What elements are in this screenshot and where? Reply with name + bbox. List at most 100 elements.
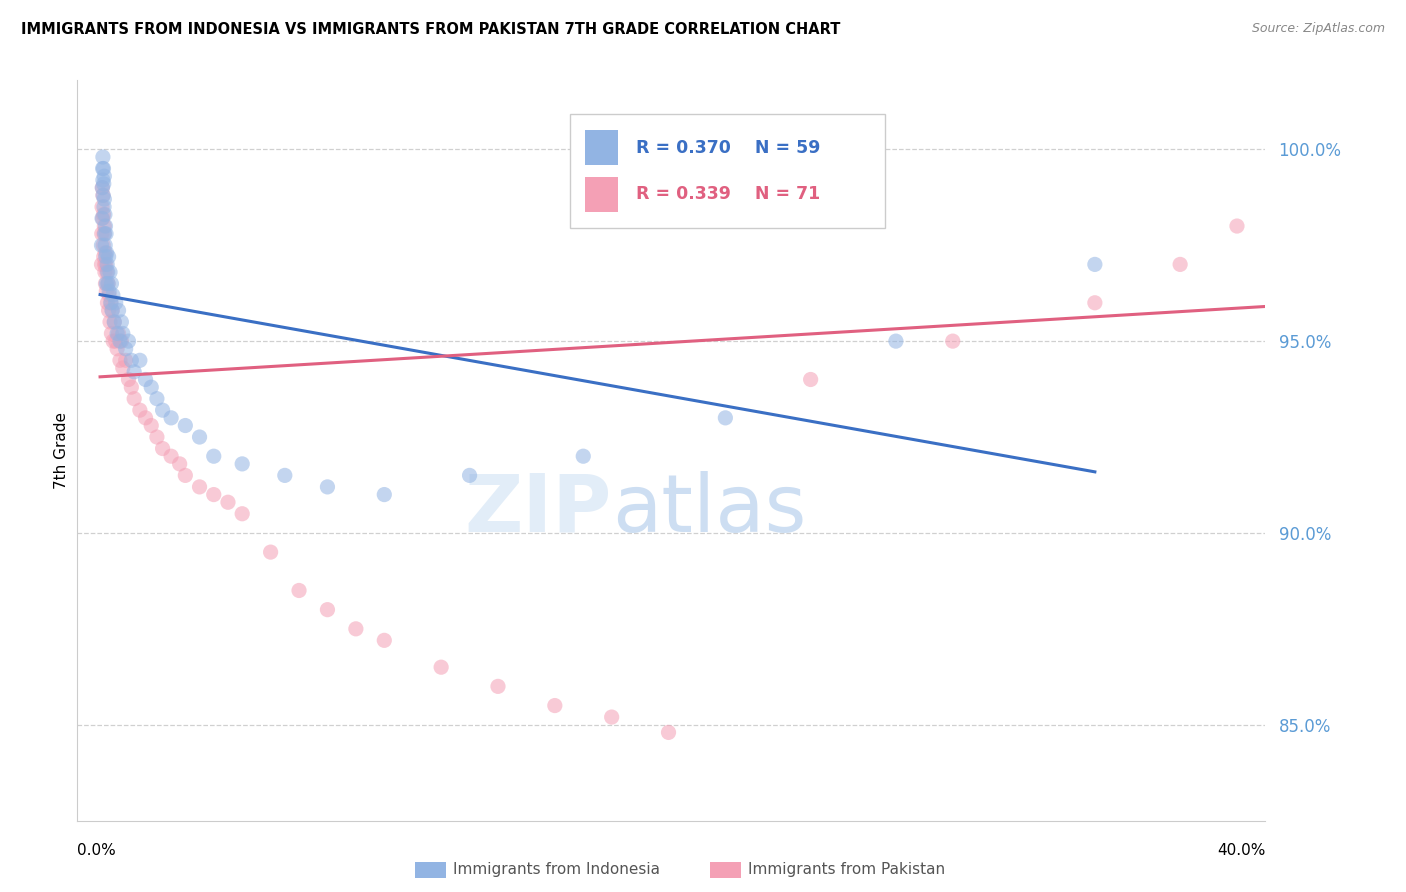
Point [128, 353, 150, 368]
Point [128, 403, 150, 417]
Point [111, 361, 134, 376]
Point [90, 257, 112, 271]
Point [117, 334, 139, 348]
Point [114, 342, 136, 356]
Point [96, 295, 118, 310]
Point [94, 246, 117, 260]
Point [101, 288, 124, 302]
Point [104, 334, 127, 348]
Point [288, 583, 311, 598]
Point [100, 326, 122, 341]
Point [93, 192, 115, 206]
Text: 0.0%: 0.0% [77, 843, 117, 858]
Point [103, 315, 125, 329]
Point [97, 265, 120, 279]
FancyBboxPatch shape [585, 130, 617, 165]
Point [114, 353, 136, 368]
Point [100, 295, 122, 310]
Point [93, 257, 115, 271]
Point [160, 410, 183, 425]
Point [100, 277, 122, 291]
Point [93, 177, 115, 191]
Point [91, 238, 114, 252]
Point [96, 257, 118, 271]
Point [657, 725, 679, 739]
Point [188, 480, 211, 494]
Point [93, 250, 115, 264]
Point [96, 285, 118, 299]
Point [97, 277, 120, 291]
Point [217, 495, 239, 509]
Point [110, 315, 132, 329]
Point [94, 250, 117, 264]
Point [91, 211, 114, 226]
Point [91, 188, 114, 202]
Point [373, 633, 395, 648]
Point [169, 457, 191, 471]
Point [93, 219, 115, 233]
Point [117, 372, 139, 386]
Text: atlas: atlas [612, 471, 806, 549]
Point [942, 334, 965, 348]
Point [800, 372, 823, 386]
Point [97, 277, 120, 291]
Point [91, 180, 114, 194]
Point [98, 315, 121, 329]
Point [91, 173, 114, 187]
Point [152, 403, 174, 417]
Point [1168, 257, 1191, 271]
Point [231, 507, 253, 521]
Text: ZIP: ZIP [465, 471, 612, 549]
Point [107, 326, 129, 341]
Point [174, 418, 197, 433]
Point [108, 353, 131, 368]
Point [316, 602, 339, 616]
Point [110, 334, 132, 348]
Point [107, 303, 129, 318]
Point [430, 660, 453, 674]
Text: R = 0.339    N = 71: R = 0.339 N = 71 [636, 186, 820, 203]
Point [94, 238, 117, 252]
Text: Immigrants from Pakistan: Immigrants from Pakistan [748, 863, 945, 877]
Point [100, 295, 122, 310]
Point [90, 227, 112, 241]
Point [91, 211, 114, 226]
Point [120, 380, 142, 394]
Point [93, 169, 115, 184]
Point [259, 545, 281, 559]
Point [96, 265, 118, 279]
Point [1396, 173, 1406, 187]
Point [94, 257, 117, 271]
Point [1340, 180, 1362, 194]
Point [600, 710, 623, 724]
Point [93, 227, 115, 241]
Point [572, 449, 595, 463]
Point [93, 208, 115, 222]
Point [105, 342, 128, 356]
Point [274, 468, 297, 483]
Point [91, 150, 114, 164]
Text: Immigrants from Indonesia: Immigrants from Indonesia [453, 863, 659, 877]
Point [152, 442, 174, 456]
Point [202, 487, 225, 501]
Point [544, 698, 567, 713]
Point [91, 161, 114, 176]
Point [1282, 200, 1305, 214]
Point [90, 238, 112, 252]
Point [111, 326, 134, 341]
Point [714, 410, 737, 425]
Point [101, 334, 124, 348]
Point [103, 315, 125, 329]
Point [101, 303, 124, 318]
Point [458, 468, 481, 483]
Point [202, 449, 225, 463]
Point [93, 227, 115, 241]
Point [373, 487, 395, 501]
Point [91, 180, 114, 194]
Point [105, 326, 128, 341]
Point [122, 365, 145, 379]
Point [96, 277, 118, 291]
Point [188, 430, 211, 444]
Point [98, 285, 121, 299]
Point [174, 468, 197, 483]
